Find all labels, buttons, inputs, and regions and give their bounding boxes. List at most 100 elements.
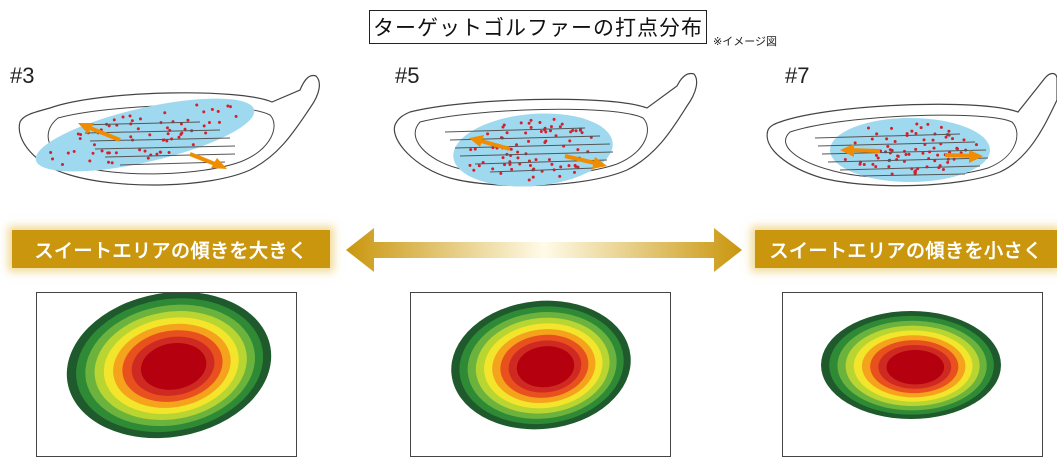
impact-dot — [130, 119, 134, 123]
impact-dot — [548, 129, 552, 133]
impact-dot — [78, 137, 82, 141]
impact-dot — [931, 138, 935, 142]
tilt-arrows — [469, 135, 607, 169]
impact-dot — [959, 151, 963, 155]
sweet-area-zones — [451, 300, 631, 430]
hit-distribution — [35, 98, 255, 172]
impact-dot — [136, 127, 140, 131]
impact-dot — [107, 160, 111, 164]
tilt-arrows — [840, 144, 983, 163]
club-face-outline — [785, 114, 1018, 179]
impact-dot — [560, 122, 564, 126]
impact-dot — [472, 168, 476, 172]
club-label-5: #5 — [395, 63, 420, 88]
impact-dot — [516, 150, 520, 154]
impact-dot — [138, 148, 142, 152]
impact-dot — [910, 129, 914, 133]
impact-dot — [905, 132, 909, 136]
sweet-area-zones — [66, 293, 272, 439]
impact-dot — [915, 122, 919, 126]
impact-dot — [893, 139, 897, 143]
impact-dot — [509, 147, 513, 151]
impact-dot — [167, 151, 171, 155]
impact-dot — [180, 131, 184, 135]
impact-dot — [107, 124, 111, 128]
impact-dot — [558, 174, 562, 178]
impact-dot — [947, 129, 951, 133]
impact-dot — [919, 126, 923, 130]
impact-dot — [870, 137, 874, 141]
impact-dot — [204, 131, 208, 135]
club-label-3: #3 — [10, 63, 35, 88]
impact-dot — [938, 164, 942, 168]
impact-dot — [88, 159, 92, 163]
impact-dot — [486, 132, 490, 136]
hit-area-ellipse — [35, 98, 255, 172]
impact-dot — [186, 118, 190, 122]
impact-dot — [138, 117, 142, 121]
impact-dot — [501, 125, 505, 129]
impact-dot — [61, 162, 65, 166]
impact-dot — [862, 162, 866, 166]
impact-dot — [843, 157, 847, 161]
banner-increase-tilt: スイートエリアの傾きを大きく — [12, 230, 330, 268]
impact-dot — [538, 120, 542, 124]
impact-dot — [481, 160, 485, 164]
impact-dot — [183, 127, 187, 131]
impact-dot — [469, 148, 473, 152]
impact-dot — [155, 152, 159, 156]
impact-dot — [922, 138, 926, 142]
impact-dot — [567, 164, 571, 168]
impact-dot — [907, 152, 911, 156]
impact-dot — [896, 154, 900, 158]
impact-dot — [876, 156, 880, 160]
impact-dot — [114, 151, 118, 155]
tilt-arrows — [78, 123, 227, 169]
impact-dot — [468, 163, 472, 167]
impact-dot — [49, 151, 53, 155]
impact-dot — [890, 126, 894, 130]
impact-dot — [527, 121, 531, 125]
impact-dot — [568, 139, 572, 143]
impact-dot — [939, 125, 943, 129]
impact-dot — [510, 167, 514, 171]
zone-ring — [886, 349, 945, 385]
impact-dot — [128, 114, 132, 118]
impact-dot — [572, 170, 576, 174]
impact-dot — [165, 139, 169, 143]
impact-dot — [539, 130, 543, 134]
impact-dot — [887, 165, 891, 169]
impact-dot — [508, 162, 512, 166]
sweet-area-panel-5 — [410, 292, 671, 457]
groove-lines — [79, 121, 236, 166]
club-head-3-diagram — [18, 74, 320, 186]
impact-dot — [875, 132, 879, 136]
impact-dot — [874, 165, 878, 169]
impact-dot — [951, 137, 955, 141]
impact-dot — [148, 133, 152, 137]
impact-dot — [107, 151, 111, 155]
impact-dot — [519, 121, 523, 125]
impact-dot — [529, 118, 533, 122]
impact-dot — [110, 161, 114, 165]
impact-dot — [853, 141, 857, 145]
impact-dot — [936, 153, 940, 157]
impact-dot — [574, 129, 578, 133]
impact-dot — [549, 125, 553, 129]
impact-dot — [191, 143, 195, 147]
impact-dot — [571, 128, 575, 132]
club-head-7-diagram — [766, 72, 1057, 187]
diagram-title: ターゲットゴルファーの打点分布 — [369, 10, 707, 44]
impact-dot — [576, 148, 580, 152]
impact-dot — [554, 134, 558, 138]
club-face-outline — [414, 108, 648, 177]
impact-dot — [547, 158, 551, 162]
impact-dot — [234, 114, 238, 118]
impact-dot — [179, 122, 183, 126]
impact-dot — [866, 126, 870, 130]
impact-dot — [921, 151, 925, 155]
impact-dot — [163, 111, 167, 115]
impact-dot — [121, 115, 125, 119]
impact-dot — [527, 178, 531, 182]
zone-ring — [140, 342, 207, 390]
